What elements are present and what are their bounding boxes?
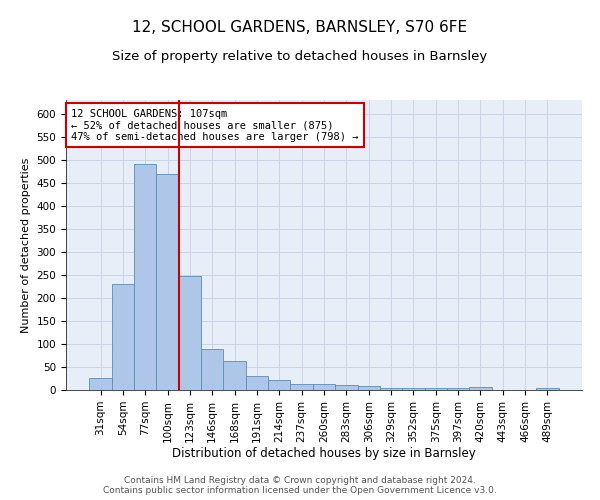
Bar bbox=[134, 164, 157, 390]
Bar bbox=[358, 386, 380, 390]
Bar bbox=[290, 384, 313, 390]
Bar bbox=[335, 386, 358, 390]
Bar bbox=[157, 174, 179, 390]
Bar bbox=[179, 276, 201, 390]
Bar bbox=[380, 388, 402, 390]
Bar bbox=[201, 350, 223, 390]
Y-axis label: Number of detached properties: Number of detached properties bbox=[21, 158, 31, 332]
Text: 12 SCHOOL GARDENS: 107sqm
← 52% of detached houses are smaller (875)
47% of semi: 12 SCHOOL GARDENS: 107sqm ← 52% of detac… bbox=[71, 108, 359, 142]
Bar bbox=[268, 380, 290, 390]
Bar bbox=[536, 388, 559, 390]
Bar bbox=[223, 362, 246, 390]
Text: Contains HM Land Registry data © Crown copyright and database right 2024.
Contai: Contains HM Land Registry data © Crown c… bbox=[103, 476, 497, 495]
Bar bbox=[89, 378, 112, 390]
Text: Size of property relative to detached houses in Barnsley: Size of property relative to detached ho… bbox=[112, 50, 488, 63]
Bar bbox=[425, 388, 447, 390]
Text: 12, SCHOOL GARDENS, BARNSLEY, S70 6FE: 12, SCHOOL GARDENS, BARNSLEY, S70 6FE bbox=[133, 20, 467, 35]
Bar bbox=[313, 384, 335, 390]
Bar bbox=[469, 387, 491, 390]
Bar bbox=[112, 284, 134, 390]
Bar bbox=[402, 388, 425, 390]
Bar bbox=[447, 388, 469, 390]
X-axis label: Distribution of detached houses by size in Barnsley: Distribution of detached houses by size … bbox=[172, 448, 476, 460]
Bar bbox=[246, 376, 268, 390]
